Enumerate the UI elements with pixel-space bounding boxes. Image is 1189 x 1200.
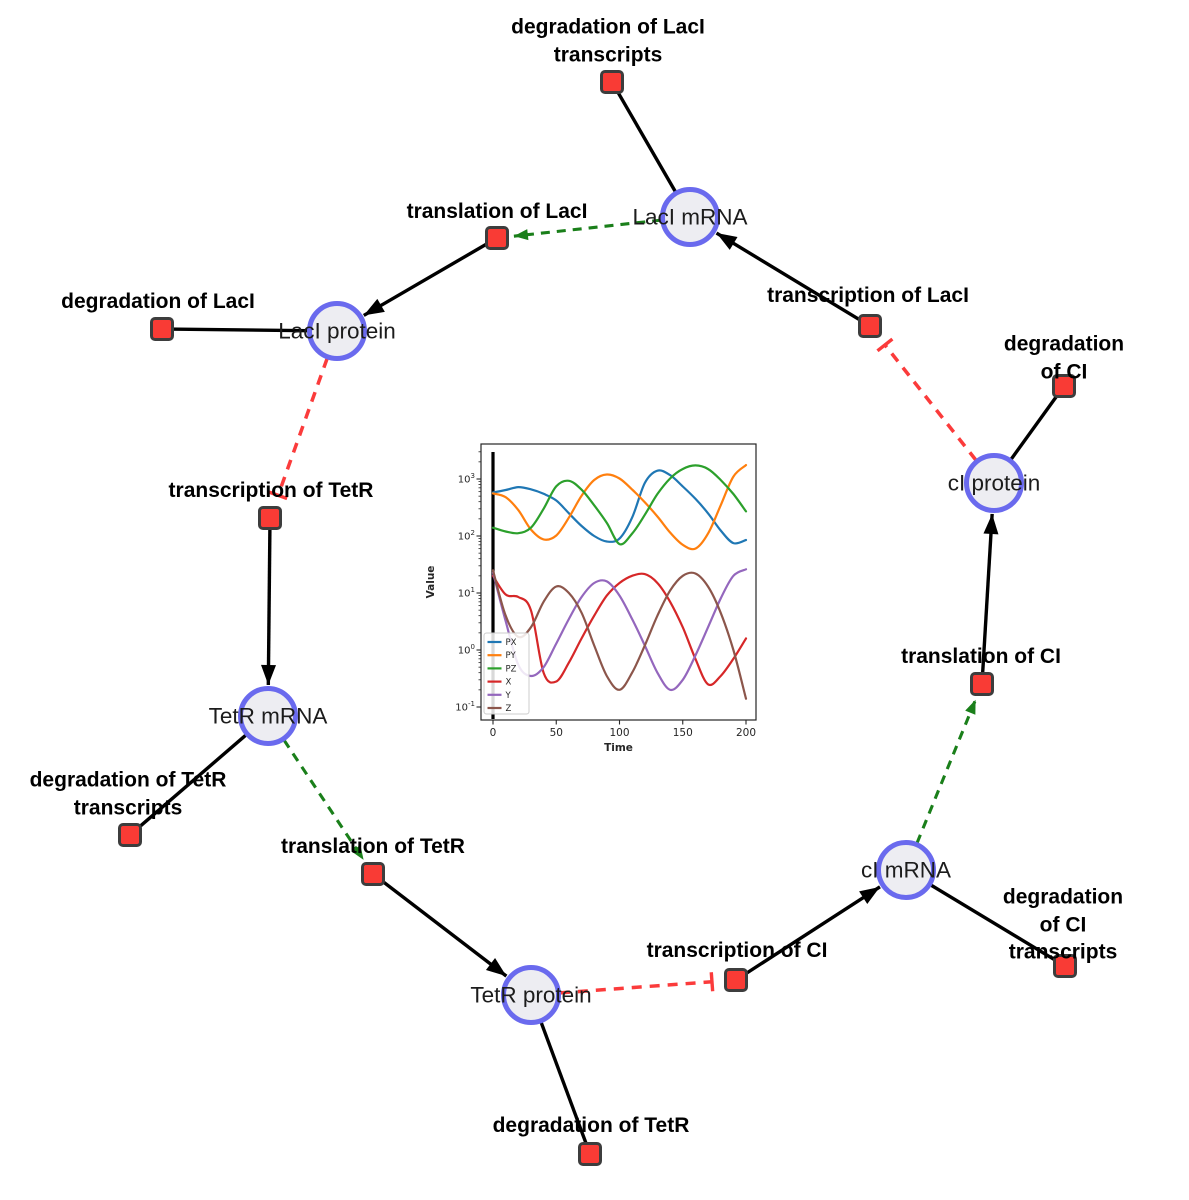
plot-axes-frame	[480, 443, 757, 721]
species-node-laci_mrna[interactable]	[660, 187, 720, 247]
x-tick-label: 0	[490, 727, 497, 739]
edge-consumption-tetr_mrna-deg_tetr_tx	[133, 733, 248, 833]
edge-consumption-tetr_protein-deg_tetr	[539, 1021, 590, 1149]
edge-consumption-laci_protein-deg_laci	[167, 327, 309, 333]
reaction-node-deg_laci_tx[interactable]	[600, 70, 624, 94]
legend-label-PZ: PZ	[506, 664, 517, 674]
edge-production-tx_tetr-tetr_mrna	[261, 523, 277, 686]
series-line-X	[491, 572, 748, 687]
edge-production-transl_tetr-tetr_protein	[376, 876, 508, 978]
species-node-ci_protein[interactable]	[964, 453, 1024, 513]
edge-inhibition-laci_protein-tx_tetr	[268, 357, 329, 501]
x-tick-label: 100	[609, 727, 629, 739]
x-tick-label: 50	[550, 727, 563, 739]
edge-modifier-ci_mrna-transl_ci	[915, 699, 978, 844]
species-node-laci_protein[interactable]	[307, 301, 367, 361]
species-node-ci_mrna[interactable]	[876, 840, 936, 900]
y-tick-label: 10-1	[455, 700, 475, 714]
edge-modifier-laci_mrna-transl_laci	[513, 218, 662, 241]
legend-label-PX: PX	[506, 638, 517, 648]
series-line-Z	[491, 569, 748, 700]
edge-production-tx_laci-laci_mrna	[715, 231, 866, 325]
legend-label-Y: Y	[505, 691, 512, 701]
y-axis-label: Value	[425, 566, 437, 599]
y-tick-label: 101	[458, 586, 475, 600]
y-tick-label: 100	[458, 643, 475, 657]
edge-production-transl_laci-laci_protein	[362, 239, 493, 317]
series-line-PX	[491, 469, 748, 545]
species-node-tetr_mrna[interactable]	[238, 686, 298, 746]
y-tick-label: 102	[458, 529, 475, 543]
reaction-node-tx_ci[interactable]	[724, 968, 748, 992]
series-line-PZ	[491, 464, 748, 546]
edge-production-transl_ci-ci_protein	[980, 513, 999, 679]
reaction-node-tx_tetr[interactable]	[258, 506, 282, 530]
x-tick-label: 150	[673, 727, 693, 739]
reaction-node-tx_laci[interactable]	[858, 314, 882, 338]
edge-consumption-laci_mrna-deg_laci_tx	[613, 86, 677, 193]
reaction-node-deg_ci_tx[interactable]	[1053, 954, 1077, 978]
series-line-Y	[491, 568, 748, 692]
edge-modifier-tetr_mrna-transl_tetr	[282, 739, 365, 861]
legend-label-Z: Z	[506, 704, 512, 714]
reaction-node-transl_tetr[interactable]	[361, 862, 385, 886]
reaction-node-deg_laci[interactable]	[150, 317, 174, 341]
species-node-tetr_protein[interactable]	[501, 965, 561, 1025]
reaction-node-deg_tetr_tx[interactable]	[118, 823, 142, 847]
timecourse-plot: 0 50 100 150 200 10-1 100 101 102 103 Time Value PX P…	[425, 443, 757, 754]
legend-label-PY: PY	[506, 651, 517, 661]
timecourse-plot-panel: 0 50 100 150 200 10-1 100 101 102 103 Time Value PX P…	[424, 430, 776, 770]
x-tick-label: 200	[736, 727, 756, 739]
series-line-PY	[491, 464, 748, 551]
edge-inhibition-ci_protein-tx_laci	[876, 337, 978, 462]
x-axis-label: Time	[604, 742, 633, 754]
reaction-node-deg_tetr[interactable]	[578, 1142, 602, 1166]
edge-production-tx_ci-ci_mrna	[740, 885, 881, 979]
edge-inhibition-tetr_protein-tx_ci	[559, 972, 715, 995]
reaction-node-transl_laci[interactable]	[485, 226, 509, 250]
reaction-node-deg_ci[interactable]	[1052, 374, 1076, 398]
legend-label-X: X	[506, 678, 512, 688]
y-tick-label: 103	[458, 472, 475, 486]
edge-consumption-ci_mrna-deg_ci_tx	[929, 883, 1061, 965]
reaction-node-transl_ci[interactable]	[970, 672, 994, 696]
edge-consumption-ci_protein-deg_ci	[1009, 389, 1062, 461]
